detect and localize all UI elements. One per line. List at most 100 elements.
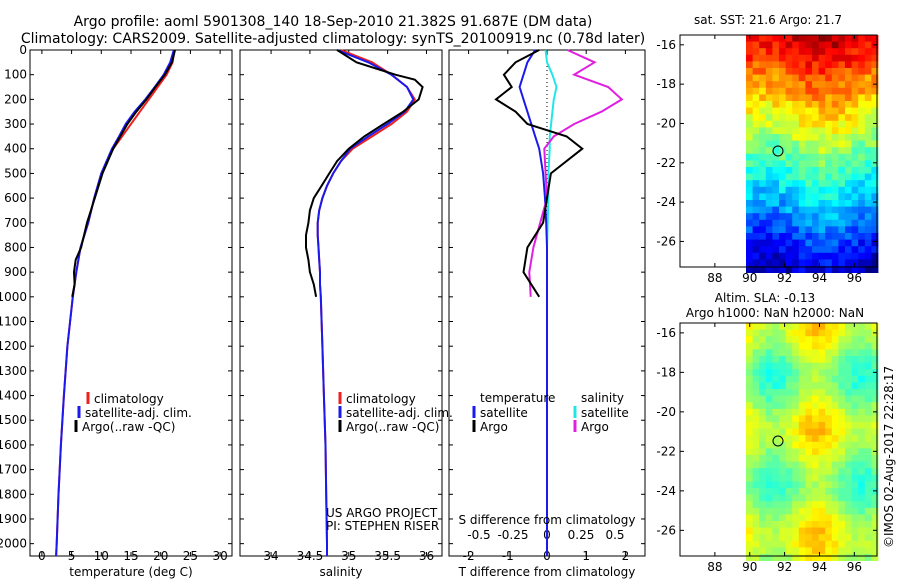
salinity-difference-ticks: -0.5 -0.25 0 0.25 0.5: [467, 528, 624, 542]
sla-cell: [858, 448, 866, 456]
sla-cell: [805, 514, 813, 522]
sst-cell: [752, 180, 760, 188]
sst-cell: [798, 206, 806, 214]
sla-cell: [831, 428, 839, 436]
sla-cell: [871, 494, 879, 502]
sst-cell: [818, 87, 826, 95]
sla-cell: [798, 514, 806, 522]
sst-cell: [812, 193, 819, 201]
sla-cell: [818, 362, 826, 370]
sla-cell: [825, 534, 833, 542]
sst-cell: [812, 101, 819, 108]
sst-cell: [858, 81, 866, 89]
sst-cell: [746, 94, 753, 102]
sla-cell: [838, 501, 846, 509]
sla-cell: [765, 468, 773, 476]
sla-cell: [818, 323, 826, 330]
sst-cell: [765, 68, 773, 75]
sla-cell: [871, 435, 879, 443]
sla-cell: [772, 468, 780, 476]
sst-cell: [792, 246, 800, 254]
sla-cell: [838, 481, 846, 489]
sla-cell: [785, 441, 793, 449]
sst-cell: [798, 160, 806, 168]
sla-cell: [746, 349, 753, 357]
figure-title-line2: Climatology: CARS2009. Satellite-adjuste…: [21, 31, 645, 47]
sst-cell: [785, 147, 793, 155]
sst-cell: [752, 160, 760, 168]
sla-cell: [792, 461, 800, 469]
sla-cell: [785, 534, 793, 542]
sla-cell: [818, 402, 826, 410]
sla-cell: [779, 356, 786, 363]
sst-cell: [831, 41, 839, 49]
sst-cell: [864, 68, 872, 75]
sla-cell: [779, 362, 786, 370]
sla-cell: [838, 369, 846, 377]
sst-cell: [812, 87, 819, 95]
sst-cell: [792, 213, 800, 221]
sst-cell: [772, 219, 780, 227]
sst-cell: [825, 87, 833, 95]
sst-cell: [759, 200, 767, 207]
sla-cell: [845, 362, 852, 370]
sst-cell: [818, 147, 826, 155]
sla-cell: [772, 448, 780, 456]
sst-cell: [779, 173, 786, 181]
sst-cell: [772, 41, 780, 49]
sst-cell: [845, 173, 852, 181]
sst-cell: [845, 54, 852, 62]
sla-cell: [831, 521, 839, 528]
depth-tick-label: 1600: [0, 438, 27, 452]
sla-cell: [871, 481, 879, 489]
longitude-tick-label: 92: [777, 271, 792, 285]
sla-cell: [851, 540, 859, 548]
sst-cell: [798, 233, 806, 240]
sst-cell: [871, 200, 879, 207]
sla-cell: [765, 408, 773, 416]
sla-cell: [831, 534, 839, 542]
sst-cell: [845, 246, 852, 254]
sla-cell: [805, 554, 813, 561]
sla-cell: [785, 428, 793, 436]
sst-cell: [851, 213, 859, 221]
sla-cell: [838, 349, 846, 357]
sst-cell: [785, 120, 793, 128]
sst-cell: [858, 193, 866, 201]
sla-cell: [805, 521, 813, 528]
sst-cell: [818, 153, 826, 161]
sst-cell: [818, 35, 826, 42]
sla-cell: [759, 415, 767, 423]
sla-cell: [845, 356, 852, 363]
sla-cell: [864, 415, 872, 423]
sla-cell: [871, 441, 879, 449]
sst-cell: [792, 193, 800, 201]
sla-cell: [831, 501, 839, 509]
sla-cell: [851, 488, 859, 495]
sla-cell: [831, 375, 839, 383]
sla-cell: [772, 494, 780, 502]
sst-cell: [779, 226, 786, 234]
sst-cell: [765, 153, 773, 161]
sst-cell: [765, 167, 773, 174]
sla-cell: [831, 422, 839, 429]
sst-cell: [818, 186, 826, 194]
sla-cell: [864, 540, 872, 548]
depth-tick-label: 1700: [0, 463, 27, 477]
sst-cell: [818, 48, 826, 56]
t-satellite-difference-line: [518, 49, 548, 556]
sst-cell: [831, 94, 839, 102]
sst-cell: [779, 259, 786, 267]
sla-cell: [831, 527, 839, 535]
sla-cell: [772, 402, 780, 410]
sla-cell: [871, 547, 879, 555]
sst-cell: [831, 206, 839, 214]
sst-cell: [752, 153, 760, 161]
sla-cell: [759, 323, 767, 330]
sst-cell: [831, 246, 839, 254]
sst-cell: [871, 87, 879, 95]
sst-cell: [812, 233, 819, 240]
sla-cell: [851, 534, 859, 542]
sla-cell: [746, 461, 753, 469]
